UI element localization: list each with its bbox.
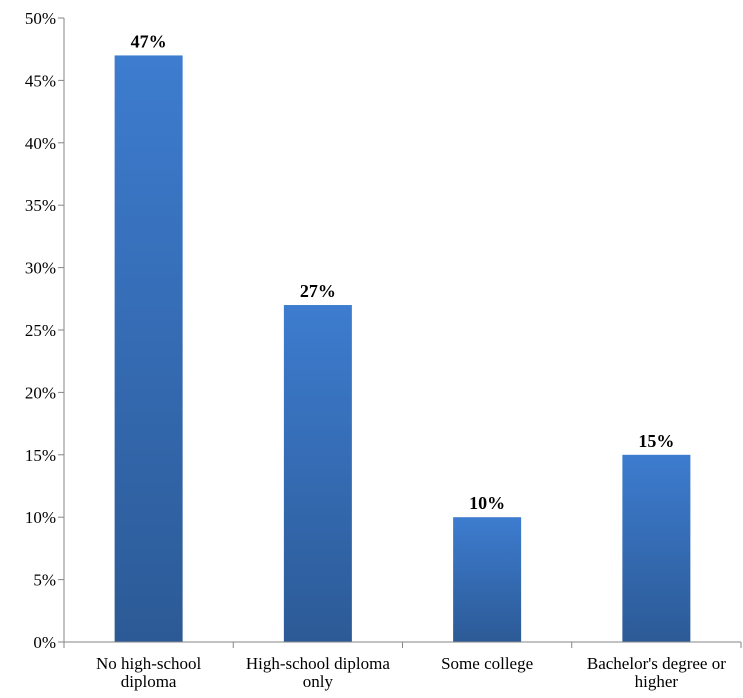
bar [453, 517, 522, 642]
data-label: 10% [469, 493, 505, 513]
data-label: 47% [131, 31, 167, 51]
data-label: 27% [300, 281, 336, 301]
x-category-label: High-school diploma [246, 654, 390, 673]
y-tick-label: 45% [25, 71, 56, 90]
bar [114, 55, 183, 642]
x-category-label: diploma [121, 672, 177, 691]
x-category-label: No high-school [96, 654, 202, 673]
y-tick-label: 50% [25, 9, 56, 28]
y-tick-label: 20% [25, 383, 56, 402]
bars [114, 55, 691, 642]
x-category-label: higher [635, 672, 679, 691]
data-labels: 47% 27% 10% 15% [131, 31, 675, 513]
y-tick-label: 30% [25, 259, 56, 278]
bar [283, 305, 352, 642]
y-tick-label: 25% [25, 321, 56, 340]
x-category-label: only [303, 672, 334, 691]
y-tick-label: 0% [33, 633, 56, 652]
y-tick-label: 10% [25, 508, 56, 527]
y-tick-label: 5% [33, 571, 56, 590]
y-axis: 0% 5% 10% 15% 20% 25% 30% 35% 40% 45% 50% [25, 9, 65, 652]
x-category-label: Bachelor's degree or [587, 654, 726, 673]
y-tick-label: 35% [25, 196, 56, 215]
y-tick-label: 40% [25, 134, 56, 153]
y-tick-label: 15% [25, 446, 56, 465]
data-label: 15% [638, 431, 674, 451]
bar [622, 454, 691, 642]
x-category-label: Some college [441, 654, 533, 673]
